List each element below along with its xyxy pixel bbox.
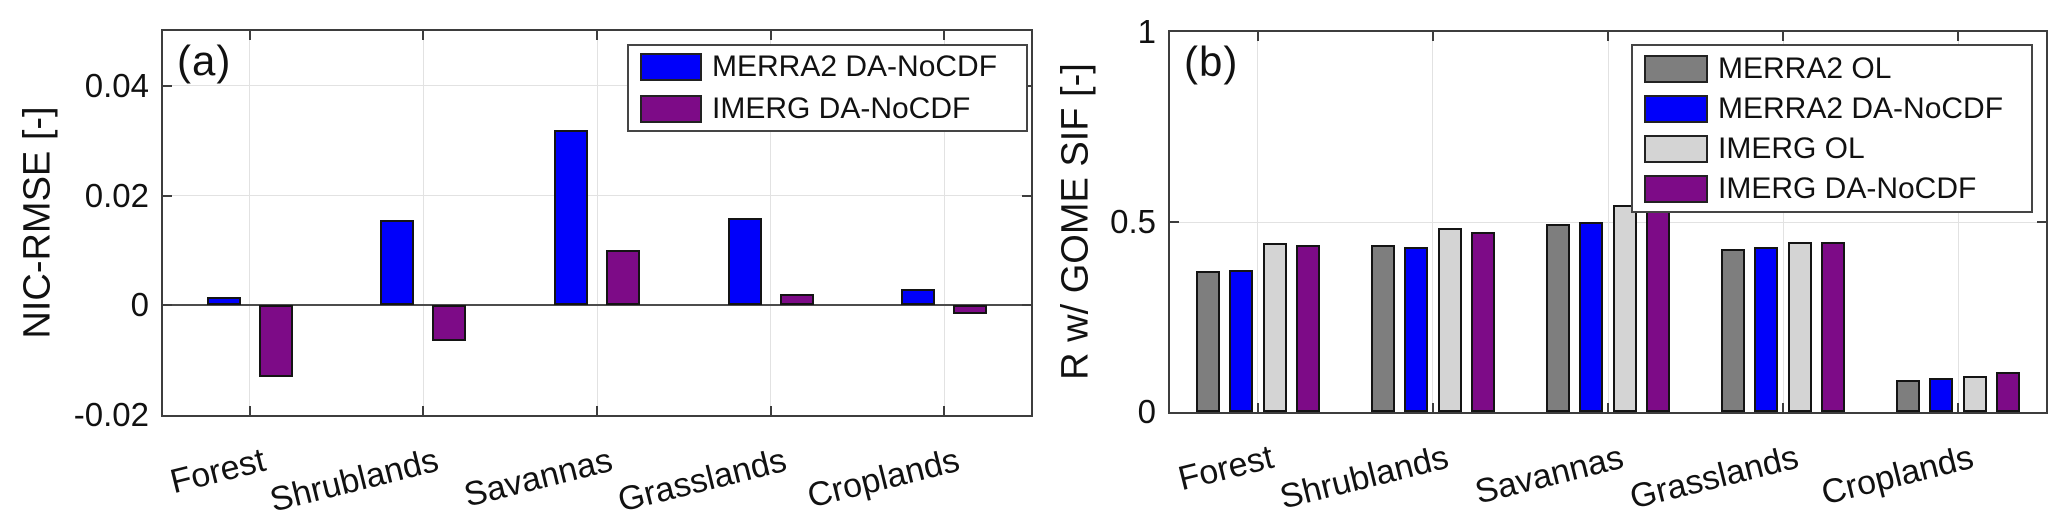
y-tick-mark bbox=[163, 84, 172, 87]
bar bbox=[432, 305, 467, 341]
bar bbox=[779, 294, 814, 306]
bar bbox=[606, 250, 640, 306]
legend-label: IMERG DA-NoCDF bbox=[712, 92, 971, 125]
legend-label: IMERG DA-NoCDF bbox=[1718, 171, 1977, 205]
bar bbox=[380, 220, 415, 306]
bar bbox=[1788, 241, 1813, 412]
panel-letter-a: (a) bbox=[177, 37, 232, 84]
bar bbox=[1754, 246, 1779, 412]
legend-entry: IMERG DA-NoCDF bbox=[1633, 170, 2031, 208]
y-tick-mark bbox=[163, 304, 172, 307]
bar bbox=[953, 305, 988, 314]
bar bbox=[1896, 379, 1921, 412]
vertical-gridline bbox=[943, 31, 945, 415]
zero-line bbox=[163, 304, 1031, 307]
legend-entry: IMERG DA-NoCDF bbox=[629, 91, 1026, 127]
legend-swatch bbox=[640, 95, 702, 123]
x-tick-mark bbox=[596, 31, 598, 40]
bar bbox=[554, 129, 588, 306]
legend-label: MERRA2 DA-NoCDF bbox=[712, 50, 998, 83]
bar bbox=[1821, 241, 1846, 412]
x-tick-mark bbox=[769, 31, 772, 40]
x-tick-mark bbox=[422, 31, 425, 40]
y-tick-label: 0.02 bbox=[84, 176, 149, 214]
bar bbox=[1370, 244, 1395, 412]
legend-swatch bbox=[1644, 54, 1708, 83]
legend-entry: IMERG OL bbox=[1633, 130, 2031, 168]
y-tick-label: 0.5 bbox=[1110, 203, 1156, 240]
bar bbox=[727, 217, 762, 306]
bar bbox=[1470, 231, 1495, 412]
vertical-gridline bbox=[249, 31, 251, 415]
vertical-gridline bbox=[422, 31, 424, 415]
y-tick-label: 0 bbox=[1137, 393, 1156, 430]
legend-label: MERRA2 DA-NoCDF bbox=[1718, 91, 2004, 125]
bar bbox=[1721, 248, 1746, 412]
x-tick-mark bbox=[943, 31, 946, 40]
x-tick-mark bbox=[248, 31, 251, 40]
bar bbox=[1996, 372, 2021, 412]
x-tick-mark bbox=[1431, 403, 1434, 412]
x-tick-mark bbox=[1256, 403, 1259, 412]
bar bbox=[1437, 227, 1462, 412]
bar bbox=[1929, 377, 1954, 412]
legend-entry: MERRA2 OL bbox=[1633, 50, 2031, 88]
bar bbox=[1262, 242, 1287, 412]
x-tick-mark bbox=[1957, 403, 1960, 412]
bar bbox=[1646, 210, 1670, 412]
y-tick-mark bbox=[2037, 221, 2046, 223]
bar bbox=[1195, 271, 1220, 412]
x-tick-mark bbox=[1607, 403, 1609, 412]
x-tick-mark bbox=[1256, 32, 1259, 41]
legend-a: MERRA2 DA-NoCDF IMERG DA-NoCDF bbox=[627, 44, 1028, 132]
legend-swatch bbox=[1644, 174, 1708, 203]
horizontal-gridline bbox=[163, 195, 1031, 197]
y-tick-label: 0.04 bbox=[84, 66, 149, 104]
horizontal-gridline bbox=[1170, 221, 2046, 223]
legend-label: MERRA2 OL bbox=[1718, 51, 1892, 85]
y-tick-mark bbox=[1170, 221, 1179, 223]
plot-area-b: (b) bbox=[1168, 30, 2048, 414]
bar bbox=[1403, 246, 1428, 412]
x-tick-mark bbox=[1957, 32, 1960, 41]
vertical-gridline bbox=[770, 31, 772, 415]
y-tick-mark bbox=[1022, 304, 1031, 307]
horizontal-gridline bbox=[163, 85, 1031, 87]
bar bbox=[1579, 222, 1603, 412]
y-tick-label: 1 bbox=[1137, 13, 1156, 50]
bar bbox=[1546, 223, 1570, 412]
legend-swatch bbox=[1644, 94, 1708, 123]
x-tick-mark bbox=[943, 406, 946, 415]
x-tick-mark bbox=[1782, 403, 1785, 412]
y-tick-mark bbox=[1022, 194, 1031, 197]
bar bbox=[206, 297, 241, 306]
legend-entry: MERRA2 DA-NoCDF bbox=[629, 49, 1026, 85]
y-tick-label: -0.02 bbox=[73, 396, 149, 433]
bar bbox=[1295, 244, 1320, 412]
x-tick-mark bbox=[769, 406, 772, 415]
vertical-gridline bbox=[596, 31, 598, 415]
x-tick-mark bbox=[1431, 32, 1434, 41]
bar bbox=[901, 288, 936, 306]
y-tick-label: 0 bbox=[130, 286, 149, 324]
legend-label: IMERG OL bbox=[1718, 131, 1865, 165]
x-tick-mark bbox=[422, 406, 425, 415]
bar bbox=[1963, 375, 1988, 412]
x-tick-mark bbox=[596, 406, 598, 415]
legend-entry: MERRA2 DA-NoCDF bbox=[1633, 90, 2031, 128]
bar bbox=[258, 305, 293, 377]
legend-b: MERRA2 OL MERRA2 DA-NoCDF IMERG OL IMERG DA… bbox=[1631, 44, 2033, 213]
bar bbox=[1228, 269, 1253, 412]
panel-letter-b: (b) bbox=[1184, 38, 1239, 85]
x-tick-mark bbox=[248, 406, 251, 415]
x-tick-mark bbox=[1607, 32, 1609, 41]
y-tick-mark bbox=[163, 194, 172, 197]
legend-swatch bbox=[640, 53, 702, 81]
legend-swatch bbox=[1644, 134, 1708, 163]
bar bbox=[1613, 204, 1637, 412]
x-tick-mark bbox=[1782, 32, 1785, 41]
